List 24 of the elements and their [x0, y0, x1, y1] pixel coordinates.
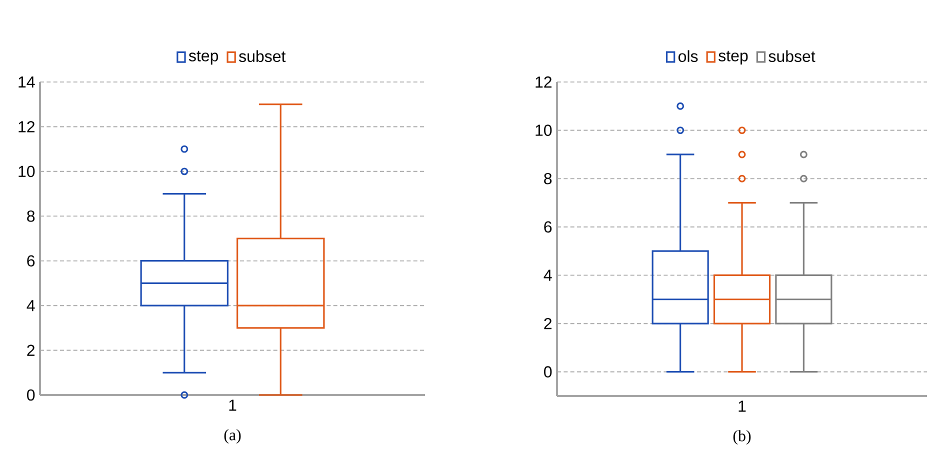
- y-tick-label: 8: [27, 210, 35, 222]
- y-tick-label: 6: [544, 221, 552, 233]
- legend-label: step: [718, 50, 748, 65]
- y-tick-label: 4: [26, 300, 35, 312]
- y-tick-label: 6: [27, 255, 35, 267]
- y-tick-label: 0: [544, 366, 552, 378]
- x-tick-label: 1: [229, 400, 236, 411]
- y-tick-label: 12: [18, 121, 34, 132]
- text: (b): [733, 430, 751, 445]
- y-tick-label: 0: [27, 389, 35, 401]
- y-tick-label: 14: [18, 76, 35, 88]
- legend-label: ols: [678, 50, 698, 62]
- y-tick-label: 10: [18, 166, 35, 178]
- y-tick-label: 8: [544, 172, 552, 184]
- y-tick-label: 10: [536, 124, 552, 136]
- y-tick-label: 2: [544, 318, 552, 330]
- y-tick-label: 4: [544, 270, 552, 281]
- text: (a): [224, 429, 241, 444]
- x-tick-label: 1: [738, 400, 746, 412]
- legend-label: step: [188, 50, 218, 65]
- y-tick-label: 12: [536, 76, 552, 88]
- legend-label: subset: [239, 50, 286, 62]
- y-tick-label: 2: [27, 344, 34, 356]
- legend-label: subset: [768, 50, 816, 62]
